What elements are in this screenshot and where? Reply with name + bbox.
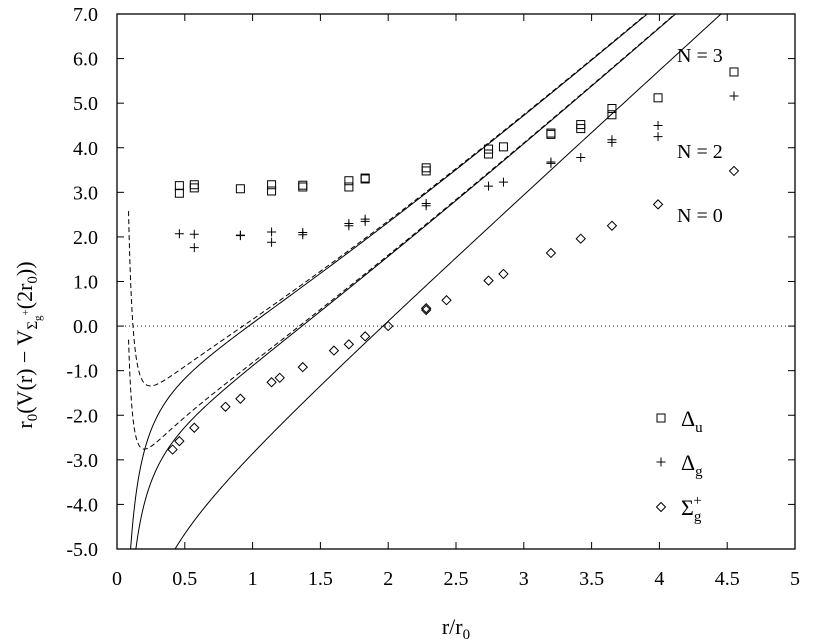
data-point-diamond	[274, 372, 285, 384]
y-tick-label: -1.0	[66, 361, 98, 383]
data-point-diamond	[652, 199, 664, 210]
x-tick-label: 4.5	[715, 568, 740, 590]
data-point-diamond	[328, 345, 340, 356]
data-point-plus	[653, 132, 663, 142]
data-point-diamond	[728, 165, 740, 177]
y-tick-label: -5.0	[66, 539, 98, 561]
x-tick-label: 5	[790, 568, 800, 590]
y-tick-label: 1.0	[73, 272, 98, 294]
data-point-diamond	[420, 304, 432, 316]
data-point-plus	[174, 229, 184, 239]
x-tick-label: 0	[112, 568, 122, 590]
x-tick-label: 3.5	[579, 568, 604, 590]
legend-label: Σg+	[681, 493, 702, 525]
y-tick-label: 2.0	[73, 227, 98, 249]
data-point-square	[498, 142, 508, 152]
data-point-square	[360, 174, 370, 184]
data-point-diamond	[297, 361, 308, 373]
data-point-diamond	[174, 435, 185, 447]
data-point-plus	[298, 230, 308, 240]
data-point-square	[484, 144, 494, 154]
data-point-square	[421, 166, 431, 176]
data-point-diamond	[343, 339, 355, 350]
x-tick-label: 3	[519, 568, 529, 590]
y-tick-label: 7.0	[73, 4, 98, 26]
data-point-square	[267, 186, 277, 196]
y-tick-label: -3.0	[66, 450, 98, 472]
data-point-square	[344, 182, 354, 192]
data-point-plus	[576, 153, 586, 163]
data-point-square	[607, 104, 617, 114]
data-point-diamond	[220, 401, 231, 412]
data-point-plus	[267, 237, 277, 247]
x-tick-label: 1.5	[308, 568, 333, 590]
data-point-diamond	[420, 303, 432, 314]
data-point-square	[189, 183, 199, 193]
data-point-plus	[344, 221, 354, 231]
y-tick-label: 6.0	[73, 49, 98, 71]
data-point-square	[267, 180, 277, 190]
data-point-diamond	[167, 444, 178, 455]
x-tick-label: 0.5	[172, 568, 197, 590]
legend-label: Δu	[681, 406, 703, 436]
data-point-diamond	[359, 331, 371, 342]
series-3	[167, 165, 740, 455]
data-point-square	[576, 124, 586, 134]
data-point-diamond	[382, 320, 394, 332]
data-point-diamond	[498, 268, 509, 280]
data-point-plus	[267, 227, 277, 237]
curve-n0	[133, 13, 795, 550]
annotation-n2: N = 2	[677, 141, 723, 163]
data-point-plus	[189, 229, 199, 239]
data-point-diamond	[235, 393, 246, 404]
data-point-square	[729, 67, 739, 77]
data-point-diamond	[575, 233, 586, 244]
data-point-plus	[360, 216, 370, 226]
data-point-diamond	[545, 247, 557, 259]
data-point-plus	[421, 201, 431, 211]
x-tick-label: 2	[383, 568, 393, 590]
data-point-plus	[653, 120, 663, 130]
y-tick-label: 3.0	[73, 182, 98, 204]
data-point-diamond	[483, 275, 494, 286]
data-point-plus	[546, 158, 556, 168]
data-point-plus	[189, 243, 199, 253]
curve-n3-dashed	[128, 13, 795, 387]
data-point-square	[484, 149, 494, 159]
y-tick-label: 4.0	[73, 138, 98, 160]
data-point-diamond	[266, 377, 277, 388]
y-tick-label: -4.0	[66, 494, 98, 516]
data-point-square	[546, 129, 556, 139]
data-point-square	[344, 176, 354, 186]
series-2	[174, 91, 739, 253]
x-tick-label: 1	[248, 568, 258, 590]
x-tick-label: 4	[654, 568, 664, 590]
data-point-diamond	[189, 422, 200, 433]
data-point-plus	[607, 137, 617, 147]
data-point-plus	[729, 91, 739, 101]
y-tick-label: -2.0	[66, 405, 98, 427]
legend-marker-plus	[656, 457, 666, 467]
data-point-plus	[498, 177, 508, 187]
data-point-diamond	[441, 295, 452, 306]
data-point-square	[653, 93, 663, 103]
legend-label: Δg	[681, 450, 703, 480]
y-tick-label: 5.0	[73, 93, 98, 115]
data-point-plus	[235, 231, 245, 241]
x-tick-label: 2.5	[444, 568, 469, 590]
data-point-square	[298, 182, 308, 192]
data-point-square	[607, 110, 617, 120]
data-point-square	[174, 188, 184, 198]
series-1	[174, 67, 739, 198]
annotation-n3: N = 3	[677, 45, 723, 67]
legend-marker-diamond	[655, 501, 667, 513]
annotation-n0: N = 0	[677, 205, 723, 227]
data-point-plus	[484, 181, 494, 191]
data-point-diamond	[606, 220, 618, 231]
legend-marker-square	[656, 413, 666, 423]
y-tick-label: 0.0	[73, 316, 98, 338]
data-point-square	[235, 184, 245, 194]
